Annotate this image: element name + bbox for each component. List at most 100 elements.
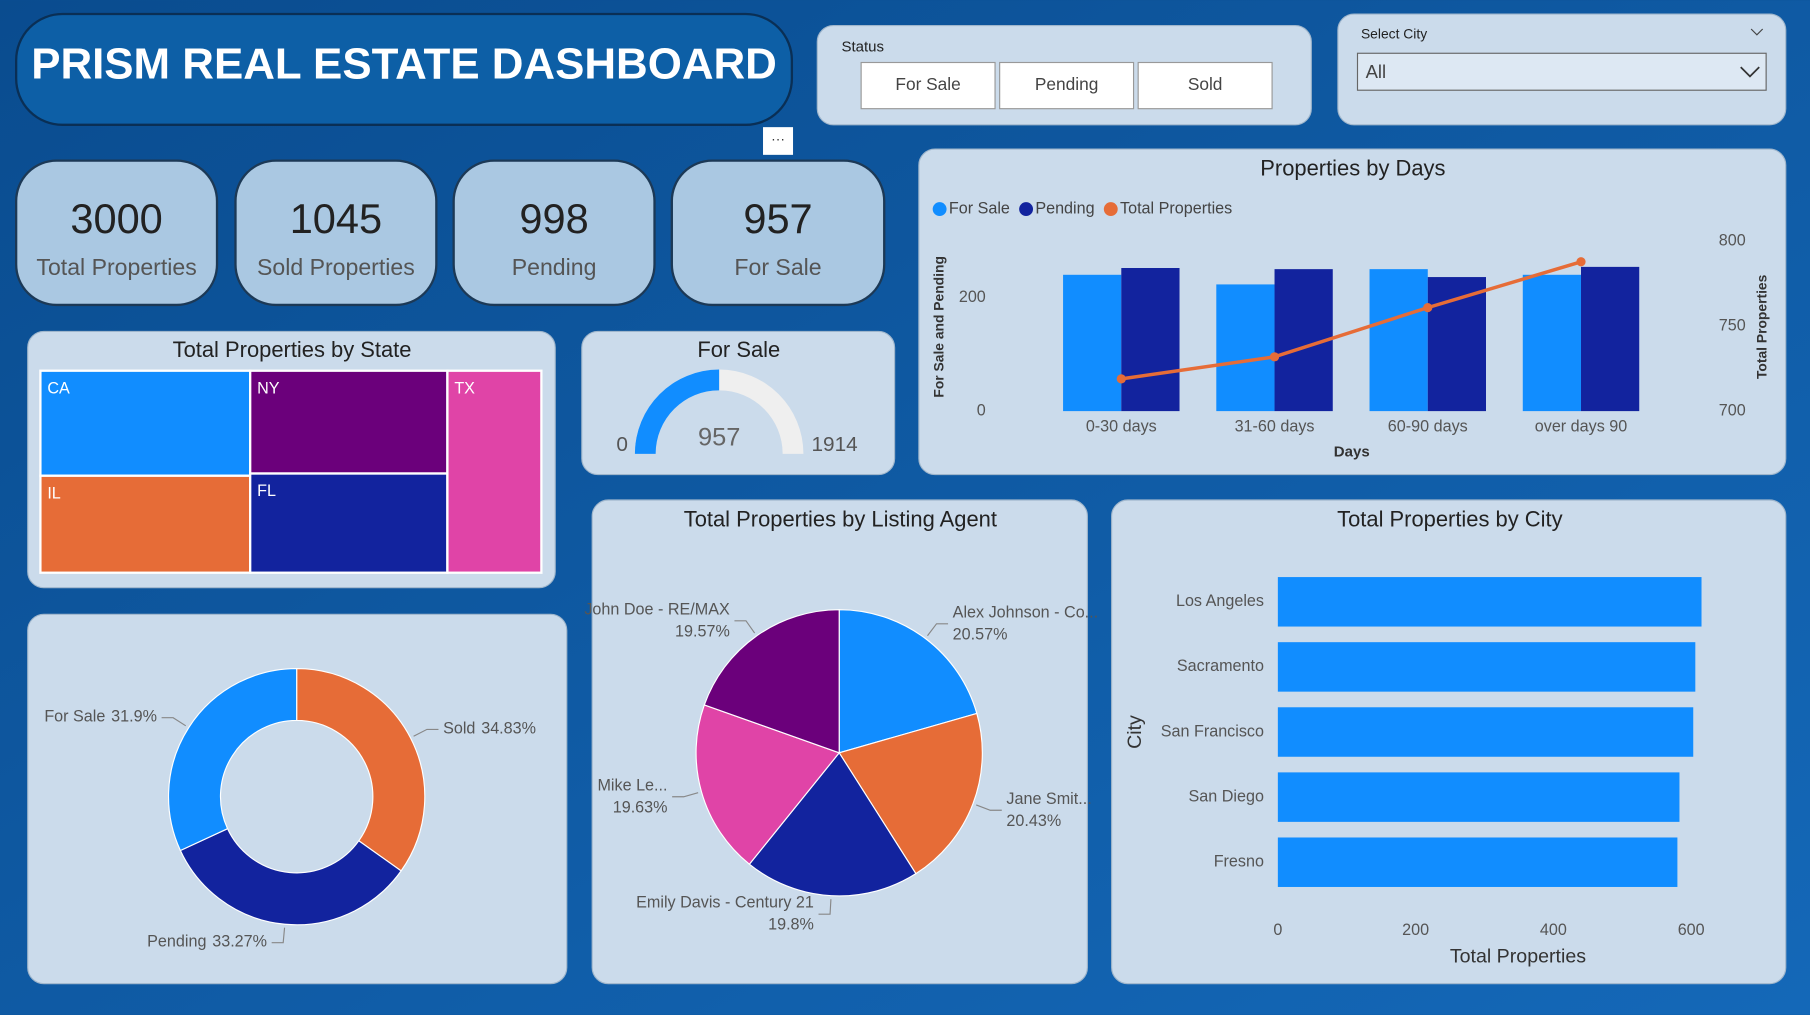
x-tick-label: 400 xyxy=(1540,921,1567,939)
gauge-fill xyxy=(634,369,720,454)
x-tick-label: 200 xyxy=(1402,921,1429,939)
slice xyxy=(838,712,983,875)
leader-line xyxy=(976,804,1002,811)
kpi-card xyxy=(15,159,219,307)
bar xyxy=(1121,268,1180,412)
city-selected: All xyxy=(1366,61,1387,82)
status-option: For Sale xyxy=(895,74,960,94)
status-button[interactable] xyxy=(860,61,996,110)
x-axis-title: Total Properties xyxy=(1450,945,1586,967)
y-tick-label: San Francisco xyxy=(1161,722,1264,740)
y2-axis-title: Total Properties xyxy=(1753,274,1769,379)
city-slicer-label: Select City xyxy=(1361,25,1427,41)
data-label: Emily Davis - Century 21 19.8% xyxy=(636,894,814,934)
kpi-label: Sold Properties xyxy=(257,254,415,280)
chart-title: Total Properties by Listing Agent xyxy=(684,507,997,532)
kpi-card xyxy=(452,159,656,307)
bar xyxy=(1277,642,1696,692)
label-category: Sold xyxy=(443,720,475,738)
label-value: 19.63% xyxy=(613,799,668,817)
leader-line xyxy=(818,899,832,915)
label-category: Pending xyxy=(147,933,206,951)
kpi-card xyxy=(234,159,438,307)
label-value: 20.43% xyxy=(1006,812,1061,830)
leader-line xyxy=(927,623,949,637)
kpi-card xyxy=(670,159,886,307)
leader-line xyxy=(734,620,756,634)
kpi-value: 3000 xyxy=(70,195,162,242)
y-tick-label: 0 xyxy=(977,401,986,419)
x-tick-label: 60-90 days xyxy=(1388,418,1468,436)
data-label: Mike Le... 19.63% xyxy=(597,777,667,817)
chart-title: Properties by Days xyxy=(1260,156,1445,181)
x-tick-label: 0-30 days xyxy=(1086,418,1157,436)
kpi-label: Total Properties xyxy=(36,254,196,280)
treemap-tile xyxy=(39,474,252,574)
gauge-value: 957 xyxy=(698,424,740,452)
label-category: Mike Le... xyxy=(597,777,667,795)
y-tick-label: San Diego xyxy=(1189,787,1264,805)
slice xyxy=(838,609,978,754)
x-tick-label: 31-60 days xyxy=(1235,418,1315,436)
line-point xyxy=(1576,257,1586,267)
label-value: 34.83% xyxy=(481,720,536,738)
x-tick-label: over days 90 xyxy=(1535,418,1628,436)
tile-label: CA xyxy=(47,379,70,397)
dashboard-title: PRISM REAL ESTATE DASHBOARD xyxy=(31,40,777,89)
more-options[interactable] xyxy=(763,127,794,155)
data-label: Jane Smit... 20.43% xyxy=(1006,790,1091,830)
chart-title: For Sale xyxy=(697,337,780,362)
x-tick-label: 600 xyxy=(1678,921,1705,939)
y2-tick-label: 800 xyxy=(1719,232,1746,250)
status-button[interactable] xyxy=(1137,61,1273,110)
gauge-card xyxy=(581,330,896,476)
line-point xyxy=(1423,302,1433,313)
y-tick-label: 200 xyxy=(959,288,986,306)
label-category: For Sale xyxy=(44,708,105,726)
label-value: 19.8% xyxy=(768,916,814,934)
status-label: Status xyxy=(842,38,885,55)
slice xyxy=(748,751,917,897)
status-option: Sold xyxy=(1188,74,1223,94)
chevron[interactable] xyxy=(1740,66,1760,78)
line-point xyxy=(1269,352,1280,362)
label-value: 19.57% xyxy=(675,623,730,641)
tile-label: TX xyxy=(454,379,475,397)
tile-label: NY xyxy=(257,379,280,397)
treemap-tile xyxy=(39,369,252,477)
chevron[interactable] xyxy=(1750,28,1764,36)
x-axis-title: Days xyxy=(1334,444,1370,461)
legend-marker xyxy=(1019,202,1034,217)
label-category: Alex Johnson - Co... xyxy=(953,604,1098,622)
label-category: Emily Davis - Century 21 xyxy=(636,894,814,912)
status-button[interactable] xyxy=(999,61,1135,110)
bar xyxy=(1277,707,1694,757)
chart-title: Total Properties by City xyxy=(1337,507,1562,532)
slice xyxy=(179,827,402,926)
treemap-tile xyxy=(249,472,449,574)
label-value: 33.27% xyxy=(212,933,267,951)
y-axis-title: For Sale and Pending xyxy=(930,256,946,398)
tile-label: FL xyxy=(257,482,276,500)
y-tick-label: Fresno xyxy=(1214,852,1264,870)
data-label: Pending 33.27% xyxy=(147,933,267,951)
leader-line xyxy=(271,927,286,944)
kpi-value: 1045 xyxy=(290,195,382,242)
status-donut-card xyxy=(27,613,568,985)
data-label: Alex Johnson - Co... 20.57% xyxy=(953,604,1098,644)
legend-marker xyxy=(932,202,947,217)
label-value: 31.9% xyxy=(111,708,157,726)
kpi-value: 957 xyxy=(743,195,812,242)
city-dropdown[interactable] xyxy=(1356,52,1767,91)
line-point xyxy=(1116,374,1126,384)
y2-tick-label: 700 xyxy=(1719,401,1746,419)
label-value: 20.57% xyxy=(953,626,1008,644)
data-label: John Doe - RE/MAX 19.57% xyxy=(584,601,730,641)
y2-tick-label: 750 xyxy=(1719,317,1746,335)
bar xyxy=(1277,837,1678,887)
y-axis-title: City xyxy=(1124,715,1146,749)
more-icon: ··· xyxy=(771,131,785,147)
slice xyxy=(296,667,426,872)
days-card xyxy=(918,148,1787,476)
